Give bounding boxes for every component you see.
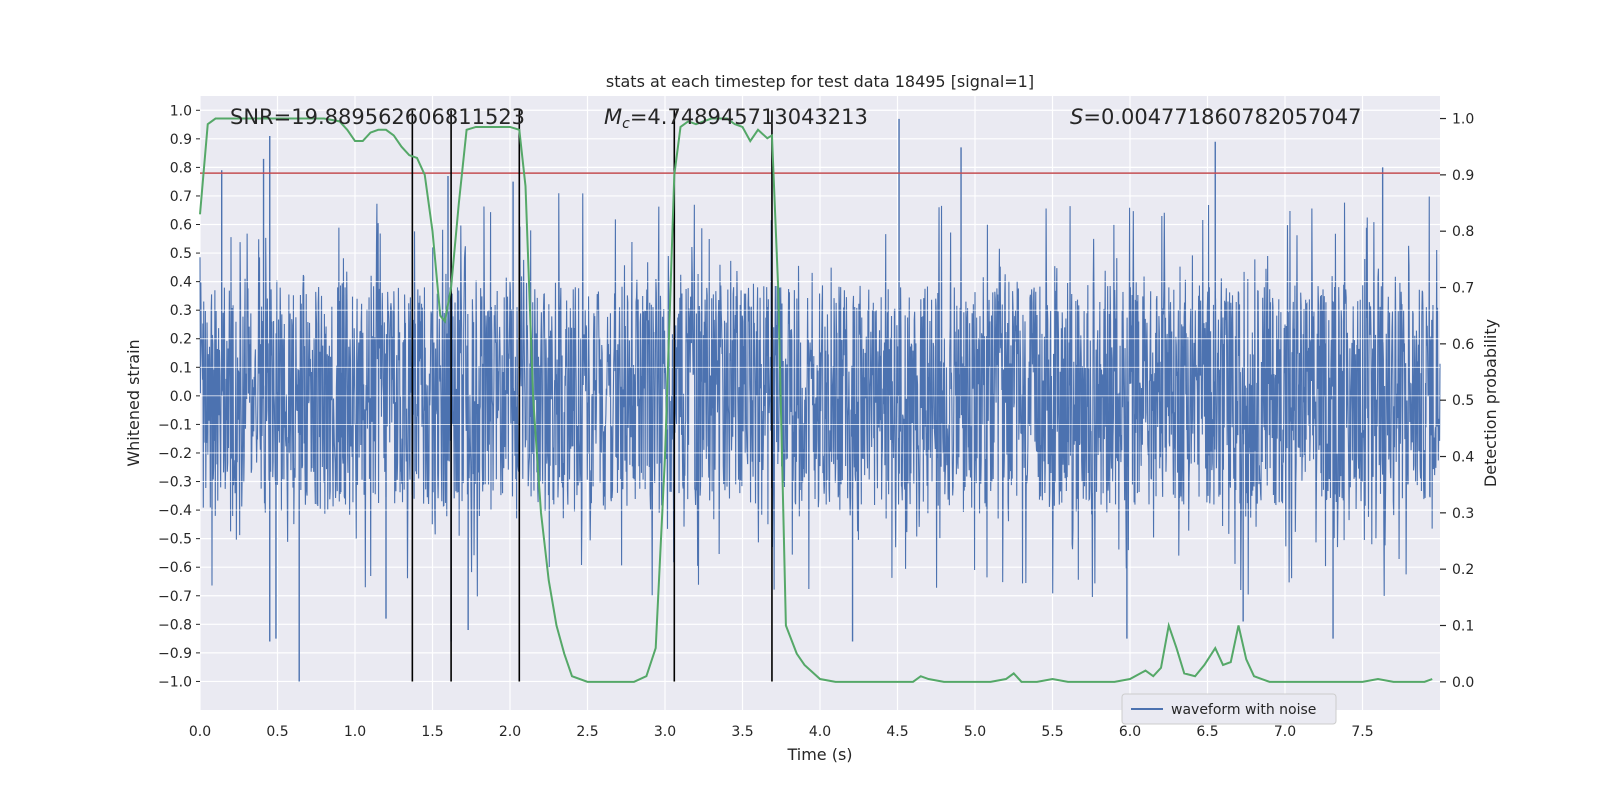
waveform-line	[199, 193, 1441, 598]
y-axis-right-ticks: 0.0 0.1 0.2 0.3 0.4 0.5 0.6 0.7 0.8 0.9 1.0	[1440, 112, 1474, 691]
y-right-tick-10: 1.0	[1452, 112, 1474, 128]
waveform-series	[199, 118, 1441, 682]
s-annotation: S=0.004771860782057047	[1070, 105, 1361, 129]
y-tick-13: 0.3	[170, 303, 192, 319]
y-tick-12: 0.2	[170, 332, 192, 348]
y-right-tick-2: 0.2	[1452, 562, 1474, 578]
x-tick-3: 1.5	[421, 724, 443, 740]
s-symbol: S	[1070, 105, 1083, 129]
y-right-tick-7: 0.7	[1452, 281, 1474, 297]
y-tick-9: −0.1	[158, 417, 192, 433]
y-right-tick-5: 0.5	[1452, 393, 1474, 409]
y-tick-15: 0.5	[170, 246, 192, 262]
y-axis-label-right: Detection probability	[1481, 319, 1500, 487]
s-value: =0.004771860782057047	[1083, 105, 1361, 129]
y-tick-14: 0.4	[170, 275, 192, 291]
y-tick-5: −0.5	[158, 532, 192, 548]
y-tick-10: 0.0	[170, 389, 192, 405]
legend-box	[1121, 693, 1337, 725]
y-right-tick-6: 0.6	[1452, 337, 1474, 353]
x-tick-5: 2.5	[576, 724, 598, 740]
chart-title: stats at each timestep for test data 184…	[606, 72, 1034, 91]
y-tick-1: −0.9	[158, 646, 192, 662]
legend-label-waveform: waveform with noise	[1171, 702, 1316, 718]
y-right-tick-4: 0.4	[1452, 450, 1474, 466]
x-tick-4: 2.0	[499, 724, 521, 740]
mc-symbol: M	[604, 105, 622, 129]
vertical-markers	[411, 110, 773, 682]
x-tick-6: 3.0	[654, 724, 676, 740]
x-axis-ticks: 0.0 0.5 1.0 1.5 2.0 2.5 3.0 3.5 4.0 4.5 5.0 5.5 6.0 6…	[189, 724, 1374, 740]
y-tick-8: −0.2	[158, 446, 192, 462]
x-tick-1: 0.5	[266, 724, 288, 740]
y-tick-0: −1.0	[158, 674, 192, 690]
x-tick-2: 1.0	[344, 724, 366, 740]
y-tick-11: 0.1	[170, 360, 192, 376]
x-tick-12: 6.0	[1119, 724, 1141, 740]
y-tick-2: −0.8	[158, 617, 192, 633]
x-tick-9: 4.5	[886, 724, 908, 740]
mc-value: =4.748945713043213	[630, 105, 868, 129]
y-right-tick-3: 0.3	[1452, 506, 1474, 522]
legend: waveform with noise	[1121, 693, 1337, 725]
x-tick-10: 5.0	[964, 724, 986, 740]
y-tick-18: 0.8	[170, 160, 192, 176]
y-tick-6: −0.4	[158, 503, 192, 519]
probability-line	[199, 117, 1433, 683]
y-axis-left-ticks: −1.0 −0.9 −0.8 −0.7 −0.6 −0.5 −0.4 −0.3 −0.2 −0.1…	[158, 103, 200, 690]
y-right-tick-0: 0.0	[1452, 675, 1474, 691]
y-tick-16: 0.6	[170, 218, 192, 234]
y-tick-19: 0.9	[170, 132, 192, 148]
x-tick-8: 4.0	[809, 724, 831, 740]
snr-annotation: SNR=19.889562606811523	[230, 105, 525, 129]
y-tick-20: 1.0	[170, 103, 192, 119]
x-tick-7: 3.5	[731, 724, 753, 740]
y-tick-4: −0.6	[158, 560, 192, 576]
x-tick-14: 7.0	[1274, 724, 1296, 740]
y-tick-17: 0.7	[170, 189, 192, 205]
y-right-tick-8: 0.8	[1452, 224, 1474, 240]
x-tick-13: 6.5	[1196, 724, 1218, 740]
x-tick-0: 0.0	[189, 724, 211, 740]
x-axis-label: Time (s)	[786, 745, 852, 764]
y-right-tick-1: 0.1	[1452, 619, 1474, 635]
x-tick-15: 7.5	[1351, 724, 1373, 740]
mc-annotation: Mc=4.748945713043213	[604, 105, 868, 132]
y-tick-3: −0.7	[158, 589, 192, 605]
mc-subscript: c	[622, 116, 630, 132]
y-axis-label-left: Whitened strain	[124, 339, 143, 466]
x-tick-11: 5.5	[1041, 724, 1063, 740]
y-tick-7: −0.3	[158, 475, 192, 491]
probability-series	[199, 117, 1433, 683]
y-right-tick-9: 0.9	[1452, 168, 1474, 184]
